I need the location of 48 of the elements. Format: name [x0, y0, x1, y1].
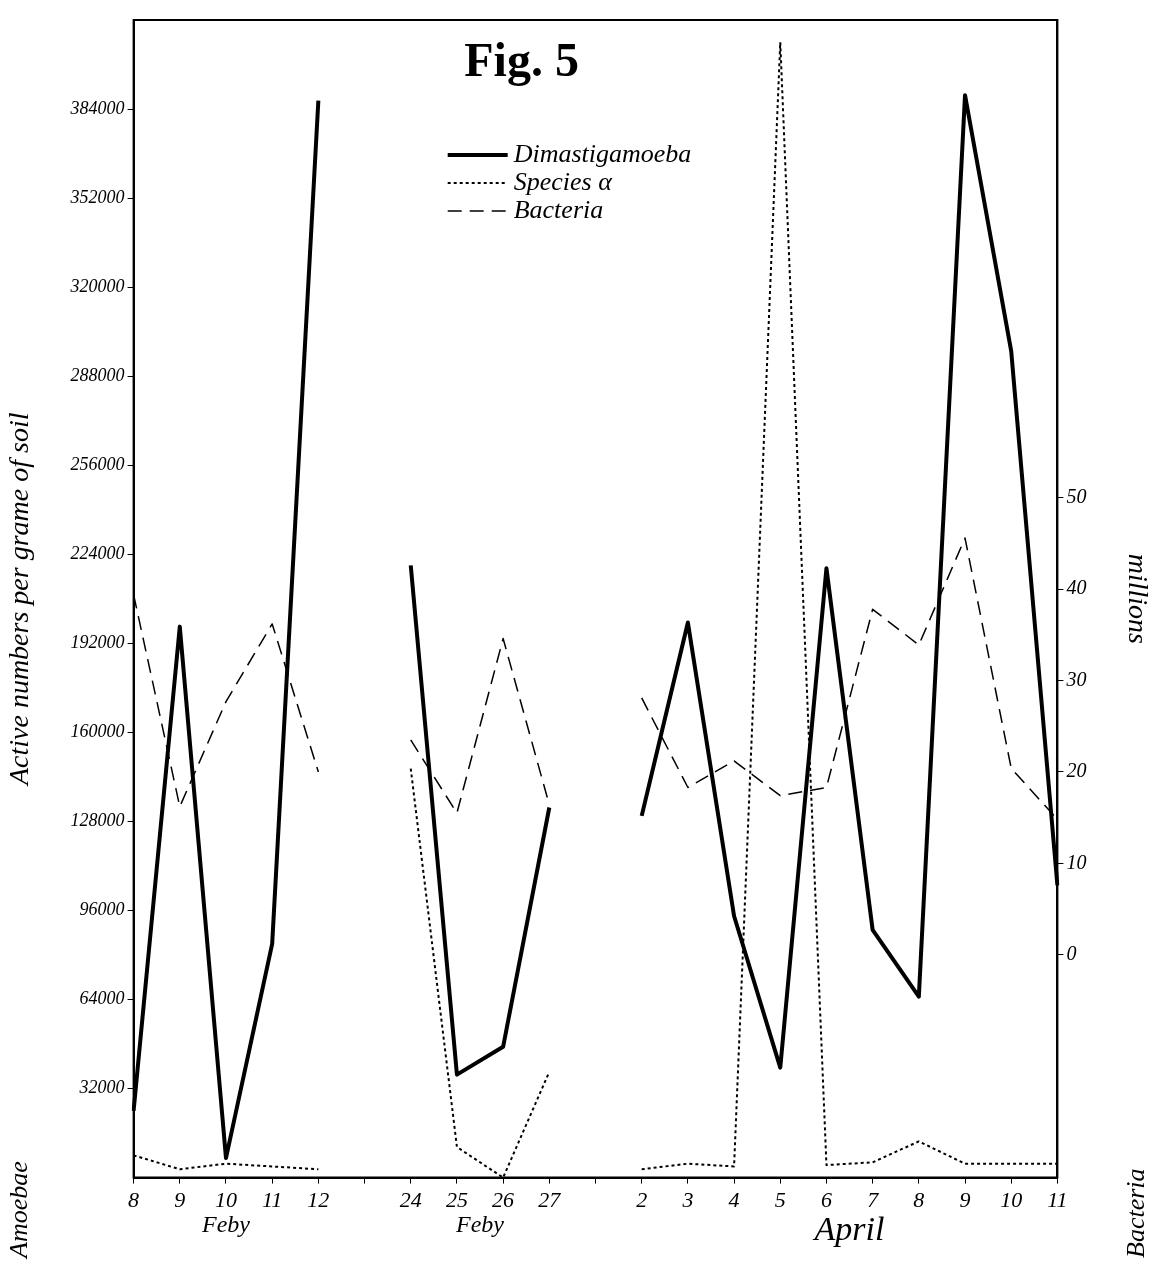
- x-tick-label: 4: [728, 1186, 740, 1212]
- x-tick-label: 3: [681, 1186, 694, 1212]
- x-tick-label: 11: [261, 1186, 283, 1212]
- x-tick-label: 6: [820, 1186, 832, 1212]
- y-axis-title: Active numbers per grame of soil: [3, 412, 35, 788]
- y-tick-label: 192000: [70, 632, 125, 653]
- y2-tick-label: 40: [1066, 576, 1087, 599]
- y2-tick-label: 0: [1066, 941, 1077, 964]
- x-tick-label: 27: [538, 1186, 562, 1212]
- text: Feby: [201, 1210, 251, 1237]
- y-tick-label: 64000: [79, 988, 125, 1009]
- text: Feby: [455, 1210, 505, 1237]
- x-tick-label: 12: [307, 1186, 330, 1212]
- y-tick-label: 384000: [69, 97, 125, 118]
- x-tick-label: 24: [399, 1186, 422, 1212]
- y-tick-label: 320000: [69, 275, 125, 296]
- text: April: [812, 1209, 885, 1247]
- chart-title: Fig. 5: [464, 33, 579, 87]
- x-tick-label: 7: [867, 1186, 880, 1212]
- x-tick-label: 25: [445, 1186, 468, 1212]
- y-tick-label: 160000: [70, 721, 125, 742]
- y2-tick-label: 50: [1066, 485, 1087, 508]
- y2-tick-label: 10: [1066, 850, 1087, 873]
- y-tick-label: 96000: [79, 899, 125, 920]
- x-tick-label: 10: [214, 1186, 237, 1212]
- y2-tick-label: 20: [1066, 759, 1087, 782]
- y2-axis-title: millions: [1122, 553, 1154, 645]
- text: Bacteria: [1120, 1168, 1150, 1258]
- text: Amoebae: [3, 1161, 33, 1260]
- y-tick-label: 128000: [70, 810, 125, 831]
- x-tick-label: 5: [774, 1186, 786, 1212]
- legend-label: Species α: [513, 166, 614, 196]
- y-tick-label: 256000: [70, 453, 125, 474]
- x-tick-label: 11: [1047, 1186, 1068, 1212]
- x-tick-label: 9: [174, 1186, 186, 1212]
- x-tick-label: 8: [913, 1186, 925, 1212]
- y-tick-label: 32000: [78, 1077, 125, 1098]
- x-tick-label: 10: [1000, 1186, 1023, 1212]
- x-tick-label: 8: [128, 1186, 140, 1212]
- y2-tick-label: 30: [1065, 667, 1087, 690]
- legend-label: Bacteria: [513, 194, 604, 224]
- legend-label: Dimastigamoeba: [512, 138, 692, 168]
- y-tick-label: 288000: [70, 364, 125, 385]
- x-tick-label: 26: [492, 1186, 515, 1212]
- x-tick-label: 9: [959, 1186, 971, 1212]
- y-tick-label: 352000: [69, 186, 125, 207]
- x-tick-label: 2: [636, 1186, 648, 1212]
- y-tick-label: 224000: [70, 543, 125, 564]
